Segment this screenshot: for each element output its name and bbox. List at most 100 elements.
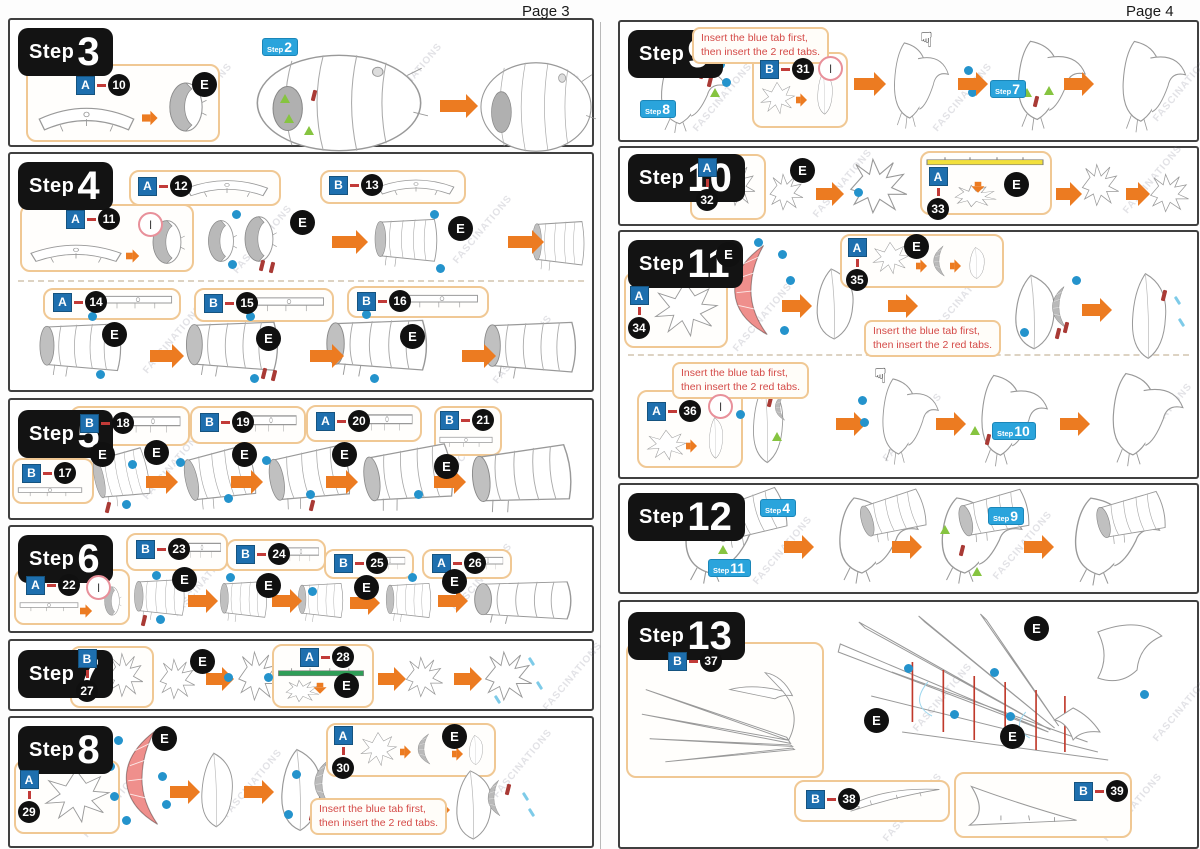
note-line2: then insert the 2 red tabs.	[681, 380, 801, 393]
arrow-right-icon	[892, 535, 922, 559]
step-word: Step	[29, 40, 75, 63]
step-ref-num: 9	[1010, 508, 1019, 524]
part-ref-B18: B 18	[80, 412, 134, 434]
step-ref-tag-9: Step 9	[988, 507, 1025, 525]
part-dash-icon	[337, 419, 346, 423]
part-drawing-band	[182, 172, 272, 200]
part-ref-A29: A 29	[18, 770, 40, 823]
blue-dot	[778, 250, 787, 259]
blue-dot	[780, 326, 789, 335]
step-number: 4	[77, 164, 100, 208]
part-ref-B24: B 24	[236, 543, 290, 565]
blue-dot	[114, 736, 123, 745]
arrow-down-icon	[316, 682, 324, 688]
part-dash-icon	[1095, 789, 1104, 793]
arrow-right-icon	[1060, 412, 1090, 436]
blue-dot	[156, 615, 165, 624]
part-dash-icon	[257, 552, 266, 556]
part-drawing-strip	[16, 484, 84, 498]
assembly-drawing-claw	[844, 156, 912, 216]
step-ref-word: Step	[267, 45, 284, 54]
part-ref-A14: A 14	[53, 291, 107, 313]
part-number-badge: 38	[838, 788, 860, 810]
part-ref-A33: A 33	[927, 167, 949, 220]
e-label: E	[790, 158, 815, 183]
step-box-3: FASCINATIONS FASCINATIONS FASCINATIONS S…	[8, 18, 594, 147]
arrow-right-icon	[1126, 182, 1150, 206]
insert-note: Insert the blue tab first, then insert th…	[672, 362, 810, 400]
blue-dot	[96, 370, 105, 379]
part-dash-icon	[85, 670, 89, 678]
step-number: 8	[77, 728, 100, 772]
watermark-text: FASCINATIONS	[541, 640, 605, 713]
part-dash-icon	[355, 561, 364, 565]
e-label: E	[716, 242, 741, 267]
arrow-right-icon	[126, 249, 140, 263]
part-letter-badge: A	[300, 647, 319, 667]
part-number-badge: 36	[679, 400, 701, 422]
blue-dot	[754, 238, 763, 247]
blue-dot	[414, 490, 423, 499]
step-label-12: Step 12	[628, 493, 745, 541]
part-dash-icon	[668, 409, 677, 413]
pointing-hand-icon: ☟	[874, 365, 887, 388]
assembly-drawing-fold	[1124, 270, 1174, 362]
step-label-8: Step 8	[18, 726, 113, 774]
e-label: E	[256, 326, 281, 351]
part-number-badge: 11	[98, 208, 120, 230]
arrow-right-icon	[454, 667, 482, 691]
blue-dot	[232, 210, 241, 219]
arrow-right-icon	[1056, 182, 1082, 206]
part-letter-badge: A	[66, 209, 85, 229]
part-letter-badge: B	[760, 59, 779, 79]
cyan-tab-mark	[1173, 295, 1182, 306]
e-label: E	[172, 567, 197, 592]
part-letter-badge: A	[847, 238, 867, 257]
part-ref-B39: B 39	[1074, 780, 1128, 802]
step-number: 13	[687, 614, 732, 658]
part-dash-icon	[221, 420, 230, 424]
arrow-right-icon	[150, 344, 184, 368]
blue-dot	[122, 816, 131, 825]
part-dash-icon	[378, 299, 387, 303]
arrow-right-icon	[434, 470, 466, 494]
assembly-drawing-body	[250, 48, 428, 158]
part-drawing-sail	[964, 780, 1084, 830]
green-triangle	[280, 94, 290, 103]
assembly-drawing-fold	[466, 734, 486, 766]
e-label: E	[1024, 616, 1049, 641]
e-label: E	[192, 72, 217, 97]
part-number-badge: 31	[792, 58, 814, 80]
part-letter-badge: B	[77, 649, 97, 668]
assembly-drawing-gray-crescent	[484, 778, 504, 818]
part-dash-icon	[936, 188, 940, 196]
blue-dot	[88, 312, 97, 321]
step-ref-num: 10	[1014, 423, 1030, 439]
step-ref-num: 4	[782, 500, 791, 516]
arrow-right-icon	[1064, 72, 1094, 96]
part-drawing-strip	[102, 291, 174, 311]
part-dash-icon	[27, 791, 31, 799]
arrow-right-icon	[836, 412, 866, 436]
part-number-badge: 16	[389, 290, 411, 312]
part-number-badge: 39	[1106, 780, 1128, 802]
part-letter-badge: B	[200, 412, 219, 432]
e-label: E	[1000, 724, 1025, 749]
assembly-drawing-gray-crescent	[930, 244, 948, 278]
part-letter-badge: A	[76, 75, 95, 95]
part-drawing-wing	[40, 766, 112, 826]
arrow-right-icon	[310, 344, 344, 368]
blue-dot	[722, 78, 731, 87]
part-dash-icon	[74, 300, 83, 304]
assembly-drawing-body	[1104, 34, 1192, 136]
arrow-right-icon	[508, 230, 544, 254]
part-ref-A28: A 28	[300, 646, 354, 668]
green-triangle	[284, 114, 294, 123]
step-word: Step	[29, 738, 75, 761]
blue-dot	[430, 210, 439, 219]
arrow-right-icon	[950, 259, 962, 273]
blue-dot	[228, 260, 237, 269]
blue-dot	[362, 310, 371, 319]
part-ref-B13: B 13	[329, 174, 383, 196]
